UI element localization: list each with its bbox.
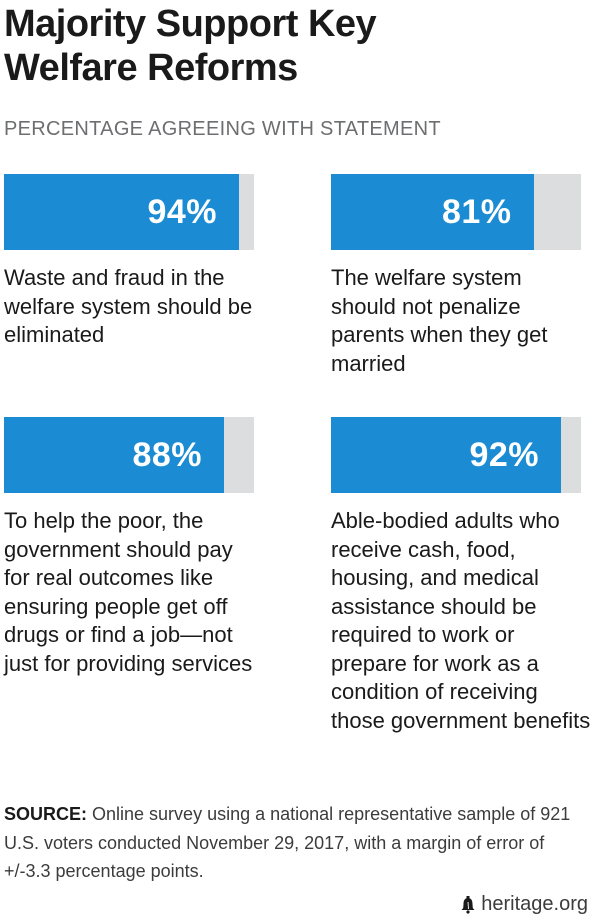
liberty-bell-icon (461, 895, 475, 914)
source-label: SOURCE: (4, 804, 88, 824)
chart-subtitle: PERCENTAGE AGREEING WITH STATEMENT (4, 118, 441, 140)
bar-fill: 94% (4, 174, 239, 250)
statement-text: The welfare system should not penalize p… (331, 265, 548, 376)
bar-track: 92% (331, 417, 581, 493)
bar-value-label: 88% (132, 435, 202, 474)
bar-value-label: 81% (441, 192, 512, 231)
credit-line: heritage.org (460, 893, 588, 916)
bar-track: 88% (4, 417, 254, 493)
bar-fill: 88% (4, 417, 224, 493)
source-note: SOURCE: Online survey using a national r… (4, 800, 594, 886)
bar-track: 94% (4, 174, 254, 250)
bar-fill: 92% (331, 417, 561, 493)
statement-panel-4: 92% Able-bodied adults who receive cash,… (331, 417, 593, 735)
statement-text: Able-bodied adults who receive cash, foo… (331, 508, 591, 733)
statement-panel-2: 81% The welfare system should not penali… (331, 174, 587, 378)
statement-panel-3: 88% To help the poor, the government sho… (4, 417, 264, 678)
bar-track: 81% (331, 174, 581, 250)
statement-text: Waste and fraud in the welfare system sh… (4, 265, 253, 347)
bar-value-label: 92% (469, 435, 539, 474)
chart-title: Majority Support Key Welfare Reforms (4, 3, 377, 89)
source-text: Online survey using a national represent… (4, 804, 571, 881)
credit-text: heritage.org (481, 893, 588, 915)
statement-text: To help the poor, the government should … (4, 508, 253, 676)
statement-panel-1: 94% Waste and fraud in the welfare syste… (4, 174, 260, 350)
bar-value-label: 94% (147, 192, 217, 231)
bar-fill: 81% (331, 174, 534, 250)
